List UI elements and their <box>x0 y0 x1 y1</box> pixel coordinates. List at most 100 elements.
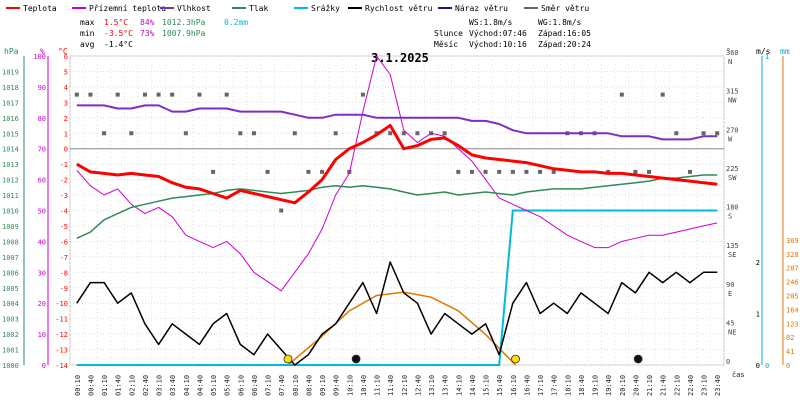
temperature-tick-label: -12 <box>55 331 68 339</box>
wind-direction-point <box>497 169 502 174</box>
temperature-tick-label: -4 <box>60 208 68 216</box>
temperature-tick-label: 0 <box>64 146 68 154</box>
temperature-tick-label: -9 <box>60 285 68 293</box>
wind-direction-point <box>265 169 270 174</box>
temperature-line <box>76 124 718 205</box>
wind-direction-point <box>510 169 515 174</box>
direction-compass-label: SE <box>728 251 736 259</box>
temperature-tick-label: 2 <box>64 115 68 123</box>
humidity-tick-label: 90 <box>38 84 46 92</box>
stats-min-label: min <box>80 29 95 38</box>
wind-direction-point <box>483 169 488 174</box>
stats-avg-label: avg <box>80 40 95 49</box>
humidity-tick-label: 0 <box>42 362 46 370</box>
pressure-tick-label: 1007 <box>2 254 19 262</box>
wind-direction-point <box>333 131 338 136</box>
wind-direction-point <box>687 169 692 174</box>
rain-line <box>76 209 718 366</box>
legend-label: Teplota <box>23 4 57 13</box>
stats-temp-max: 1.5°C <box>104 18 128 27</box>
direction-compass-label: NW <box>728 97 737 105</box>
pressure-tick-label: 1006 <box>2 269 19 277</box>
x-tick-label: 00:10 <box>74 375 82 396</box>
ground-temperature-line <box>76 55 718 292</box>
legend-label: Rychlost větru <box>365 4 433 13</box>
humidity-tick-label: 50 <box>38 208 46 216</box>
temperature-tick-label: -14 <box>55 362 68 370</box>
x-tick-label: 07:40 <box>278 375 286 396</box>
wind-unit-label: m/s <box>756 47 771 56</box>
x-tick-label: 03:40 <box>169 375 177 396</box>
sun-tick-label: 205 <box>786 293 799 301</box>
sunrise-marker <box>283 354 293 364</box>
direction-compass-label: SW <box>728 174 737 182</box>
wind-direction-point <box>197 92 202 97</box>
x-tick-label: 02:10 <box>128 375 136 396</box>
rain-tick-label: 0 <box>765 362 769 370</box>
info-moon-label: Měsíc <box>434 40 458 49</box>
wind-direction-point <box>442 131 447 136</box>
wind-direction-point <box>292 131 297 136</box>
wind-direction-point <box>251 131 256 136</box>
info-moon-rise: Východ:10:16 <box>469 40 527 49</box>
direction-compass-label: W <box>728 135 733 143</box>
x-tick-label: 23:40 <box>714 375 722 396</box>
temperature-tick-label: -5 <box>60 223 68 231</box>
chart-title: 3.1.2025 <box>371 51 429 65</box>
pressure-tick-label: 1015 <box>2 130 19 138</box>
direction-compass-label: NE <box>728 328 736 336</box>
x-tick-label: 22:10 <box>673 375 681 396</box>
sun-tick-label: 0 <box>786 362 790 370</box>
humidity-tick-label: 60 <box>38 177 46 185</box>
temperature-tick-label: -11 <box>55 316 68 324</box>
wind-direction-point <box>660 92 665 97</box>
legend-label: Náraz větru <box>455 4 508 13</box>
temperature-unit-label: °C <box>58 47 68 56</box>
x-tick-label: 23:10 <box>701 375 709 396</box>
pressure-tick-label: 1012 <box>2 177 19 185</box>
moonset-marker <box>633 354 643 364</box>
humidity-line <box>76 104 718 141</box>
stats-press-max: 1012.3hPa <box>162 18 206 27</box>
pressure-tick-label: 1004 <box>2 300 19 308</box>
x-tick-label: 05:10 <box>210 375 218 396</box>
x-tick-label: 13:40 <box>442 375 450 396</box>
temperature-tick-label: -7 <box>60 254 68 262</box>
legend-label: Přízemní teplota <box>89 4 166 13</box>
pressure-tick-label: 1013 <box>2 161 19 169</box>
x-tick-label: 22:40 <box>687 375 695 396</box>
temperature-tick-label: -10 <box>55 300 68 308</box>
temperature-tick-label: 1 <box>64 130 68 138</box>
wind-direction-point <box>142 92 147 97</box>
wind-direction-point <box>183 131 188 136</box>
x-tick-label: 19:10 <box>592 375 600 396</box>
x-tick-label: 21:10 <box>646 375 654 396</box>
x-tick-label: 10:10 <box>346 375 354 396</box>
pressure-tick-label: 1003 <box>2 316 19 324</box>
wind-direction-point <box>715 131 720 136</box>
direction-tick-label: 360 <box>726 49 739 57</box>
wind-direction-point <box>401 131 406 136</box>
x-tick-label: 02:40 <box>142 375 150 396</box>
stats-max-label: max <box>80 18 95 27</box>
temperature-tick-label: -3 <box>60 192 68 200</box>
wind-direction-point <box>360 92 365 97</box>
info-moon-set: Západ:20:24 <box>538 40 591 49</box>
x-tick-label: 11:10 <box>374 375 382 396</box>
direction-tick-label: 90 <box>726 281 734 289</box>
temperature-tick-label: 6 <box>64 53 68 61</box>
stats-hum-max: 84% <box>140 18 155 27</box>
pressure-tick-label: 1010 <box>2 208 19 216</box>
direction-unit-label: ° <box>726 47 731 56</box>
pressure-tick-label: 1001 <box>2 347 19 355</box>
humidity-tick-label: 30 <box>38 269 46 277</box>
stats-hum-min: 73% <box>140 29 155 38</box>
pressure-tick-label: 1005 <box>2 285 19 293</box>
sun-tick-label: 164 <box>786 306 799 314</box>
x-tick-label: 03:10 <box>156 375 164 396</box>
wind-direction-point <box>156 92 161 97</box>
wind-tick-label: 1 <box>756 311 760 319</box>
wind-direction-point <box>388 131 393 136</box>
wind-direction-point <box>538 169 543 174</box>
